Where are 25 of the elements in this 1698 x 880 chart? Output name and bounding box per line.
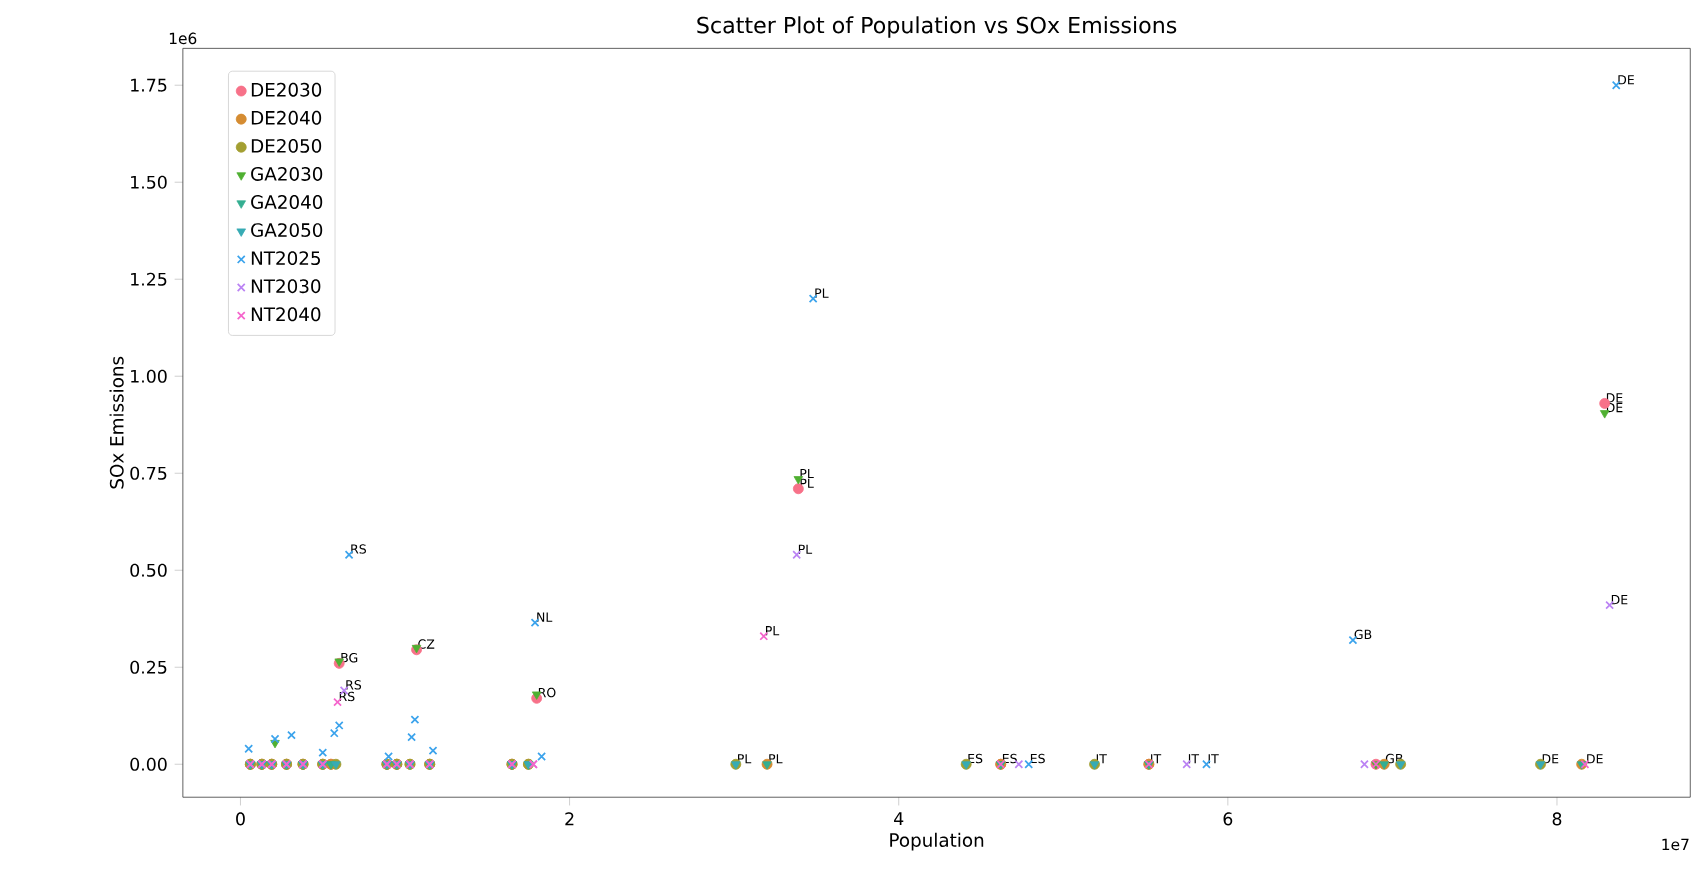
x-tick-label: 0 <box>236 812 245 826</box>
chart-title: Scatter Plot of Population vs SOx Emissions <box>697 16 1177 38</box>
legend-label: GA2050 <box>251 222 323 237</box>
y-tick-label: 0.00 <box>130 757 167 771</box>
y-tick-label: 1.50 <box>131 175 167 189</box>
legend-label: GA2040 <box>251 194 323 209</box>
x-tick-label: 8 <box>1552 812 1562 826</box>
legend-label: NT2025 <box>251 250 320 265</box>
legend-label: GA2030 <box>251 166 323 181</box>
y-tick-label: 0.75 <box>130 466 167 480</box>
legend-label: DE2050 <box>251 138 322 153</box>
legend-label: DE2030 <box>251 82 322 97</box>
x-tick-label: 2 <box>565 812 574 825</box>
y-axis-title: SOx Emissions <box>109 356 124 489</box>
x-axis-title: Population <box>890 832 984 851</box>
legend-label: NT2030 <box>251 279 321 293</box>
x-tick-label: 4 <box>894 812 904 825</box>
legend-label: DE2040 <box>251 110 322 125</box>
legend-label: NT2040 <box>251 307 321 321</box>
y-tick-label: 0.50 <box>130 563 167 577</box>
y-tick-label: 0.25 <box>130 660 167 674</box>
y-tick-label: 1.00 <box>131 369 167 383</box>
y-tick-label: 1.25 <box>131 272 167 286</box>
x-tick-label: 6 <box>1223 812 1233 826</box>
y-tick-label: 1.75 <box>131 78 167 92</box>
